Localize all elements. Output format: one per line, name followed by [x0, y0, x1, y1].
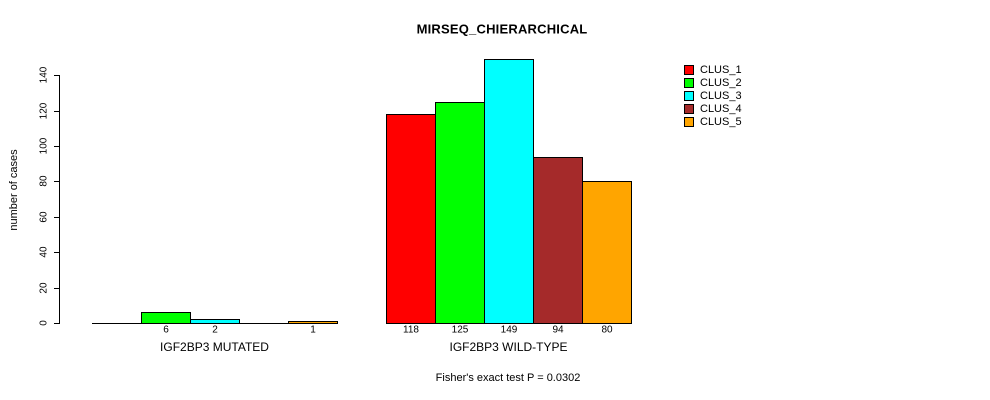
y-axis-tick — [54, 252, 59, 253]
chart-title: MIRSEQ_CHIERARCHICAL — [416, 21, 588, 37]
x-axis-category-label: IGF2BP3 WILD-TYPE — [449, 340, 568, 354]
y-axis-tick-label: 60 — [38, 211, 50, 223]
y-axis-tick — [54, 323, 59, 324]
y-axis-tick-label: 80 — [38, 175, 50, 187]
bar-value-label: 149 — [500, 324, 518, 336]
fisher-test-annotation: Fisher's exact test P = 0.0302 — [435, 372, 581, 384]
y-axis-tick — [54, 75, 59, 76]
bar-CLUS_5 — [582, 181, 632, 324]
bar-CLUS_5 — [288, 321, 338, 324]
legend-swatch-CLUS_1 — [684, 65, 694, 75]
legend-swatch-CLUS_4 — [684, 104, 694, 114]
y-axis-tick-label: 140 — [38, 66, 50, 84]
legend-label: CLUS_3 — [700, 90, 742, 102]
bar-value-label: 2 — [212, 324, 218, 336]
bar-CLUS_2 — [141, 312, 191, 324]
y-axis-tick — [54, 181, 59, 182]
bar-value-label: 118 — [403, 324, 419, 336]
legend-swatch-CLUS_5 — [684, 117, 694, 127]
bar-value-label: 80 — [601, 324, 613, 336]
bar-CLUS_2 — [435, 102, 485, 324]
y-axis-label: number of cases — [8, 149, 20, 231]
legend-swatch-CLUS_3 — [684, 91, 694, 101]
y-axis-tick — [54, 217, 59, 218]
bar-value-label: 125 — [451, 324, 469, 336]
bar-value-label: 6 — [163, 324, 169, 336]
x-axis-category-label: IGF2BP3 MUTATED — [160, 340, 269, 354]
y-axis-tick — [54, 146, 59, 147]
legend-label: CLUS_4 — [700, 103, 742, 115]
legend-label: CLUS_2 — [700, 77, 742, 89]
y-axis-line — [59, 75, 60, 324]
bar-CLUS_3 — [484, 59, 534, 324]
bar-CLUS_4 — [533, 157, 583, 324]
y-axis-tick-label: 120 — [38, 102, 50, 120]
bar-value-label: 1 — [310, 324, 316, 336]
y-axis-tick-label: 20 — [38, 282, 50, 294]
bar-CLUS_1 — [386, 114, 436, 324]
legend-label: CLUS_5 — [700, 116, 742, 128]
y-axis-tick — [54, 111, 59, 112]
legend-label: CLUS_1 — [700, 64, 742, 76]
bar-CLUS_3 — [190, 319, 240, 324]
y-axis-tick — [54, 288, 59, 289]
bar-value-label: 94 — [552, 324, 564, 336]
legend-swatch-CLUS_2 — [684, 78, 694, 88]
y-axis-tick-label: 100 — [38, 137, 50, 155]
y-axis-tick-label: 40 — [38, 246, 50, 258]
y-axis-tick-label: 0 — [38, 320, 50, 326]
